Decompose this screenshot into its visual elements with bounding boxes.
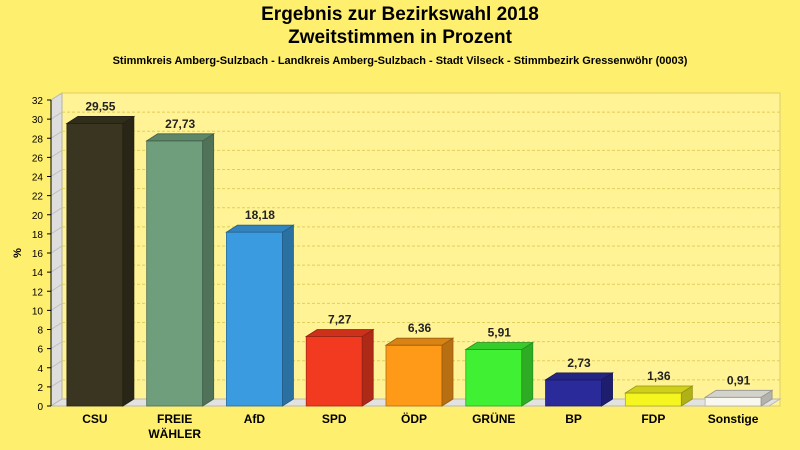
bar-side [441, 337, 454, 407]
bar-top [464, 342, 535, 350]
bar-top [703, 389, 774, 398]
data-label: 0,91 [727, 373, 751, 387]
bar-top [65, 116, 136, 124]
chart-caption: Stimmkreis Amberg-Sulzbach - Landkreis A… [112, 55, 688, 67]
data-label: 18,18 [245, 208, 275, 222]
y-tick-label: 18 [32, 230, 44, 241]
gridline-side [50, 130, 63, 139]
x-tick-label: SPD [322, 412, 347, 426]
bar-ödp [385, 344, 443, 407]
x-tick-label: FDP [641, 412, 665, 426]
bar-top [623, 385, 694, 394]
y-tick-label: 30 [32, 115, 44, 126]
bar-top [384, 337, 455, 346]
bar-side [521, 341, 534, 407]
gridline-side [50, 341, 63, 350]
y-tick-label: 2 [37, 383, 43, 394]
gridline-side [50, 245, 63, 254]
y-tick-label: 14 [32, 268, 44, 279]
bar-side [202, 133, 215, 407]
chart-subtitle: Zweitstimmen in Prozent [288, 27, 512, 48]
bar-side [282, 224, 294, 407]
gridline-side [50, 322, 63, 330]
y-tick-label: 16 [32, 249, 44, 260]
gridline-side [50, 207, 63, 216]
x-tick-label: CSU [82, 412, 107, 426]
gridline-side [50, 283, 63, 292]
x-tick-label: GRÜNE [472, 411, 515, 426]
data-label: 29,55 [85, 99, 115, 113]
y-tick-label: 0 [37, 402, 43, 413]
bar-fdp [624, 392, 682, 407]
gridline-side [50, 149, 63, 158]
gridline-side [50, 188, 63, 197]
x-tick-label: WÄHLER [148, 426, 201, 441]
gridline-side [50, 169, 63, 177]
gridline-side [50, 360, 63, 369]
y-tick-label: 4 [37, 364, 43, 375]
bar-top [225, 224, 295, 233]
data-label: 6,36 [408, 321, 432, 335]
bar-side [122, 115, 135, 407]
data-label: 5,91 [488, 325, 512, 339]
bar-csu [66, 123, 124, 407]
data-label: 7,27 [328, 312, 352, 326]
bar-grüne [465, 349, 523, 407]
bar-spd [305, 336, 363, 407]
bar-afd [226, 231, 283, 407]
gridline-side [50, 111, 63, 120]
x-tick-label: ÖDP [401, 411, 427, 426]
bar-side [361, 328, 374, 407]
data-label: 27,73 [165, 117, 195, 131]
bar-bp [545, 379, 602, 407]
y-tick-label: 22 [32, 192, 44, 203]
y-tick-label: 26 [32, 153, 44, 164]
data-label: 1,36 [647, 369, 671, 383]
y-tick-label: 10 [32, 306, 44, 317]
x-tick-label: BP [565, 412, 582, 426]
data-label: 2,73 [567, 356, 591, 370]
gridline-side [50, 302, 63, 311]
gridline-side [50, 379, 63, 388]
x-tick-label: Sonstige [708, 412, 759, 426]
bar-top [544, 372, 614, 381]
x-tick-label: FREIE [157, 412, 192, 426]
bar-top [304, 329, 375, 337]
x-tick-label: AfD [244, 412, 266, 426]
y-tick-label: 24 [32, 173, 44, 184]
bar-top [145, 133, 216, 142]
bar-freie-wähler [146, 140, 204, 407]
gridline-side [50, 226, 63, 235]
y-tick-label: 12 [32, 287, 44, 298]
chart-title: Ergebnis zur Bezirkswahl 2018 [261, 4, 539, 25]
gridline-side [50, 264, 63, 273]
gridline-side [50, 92, 63, 101]
y-tick-label: 32 [32, 96, 44, 107]
y-tick-label: 6 [37, 345, 43, 356]
bar-sonstige [704, 396, 762, 407]
y-tick-label: 28 [32, 134, 44, 145]
y-tick-label: 20 [32, 211, 44, 222]
y-axis-label: % [12, 248, 24, 258]
y-tick-label: 8 [37, 326, 43, 337]
